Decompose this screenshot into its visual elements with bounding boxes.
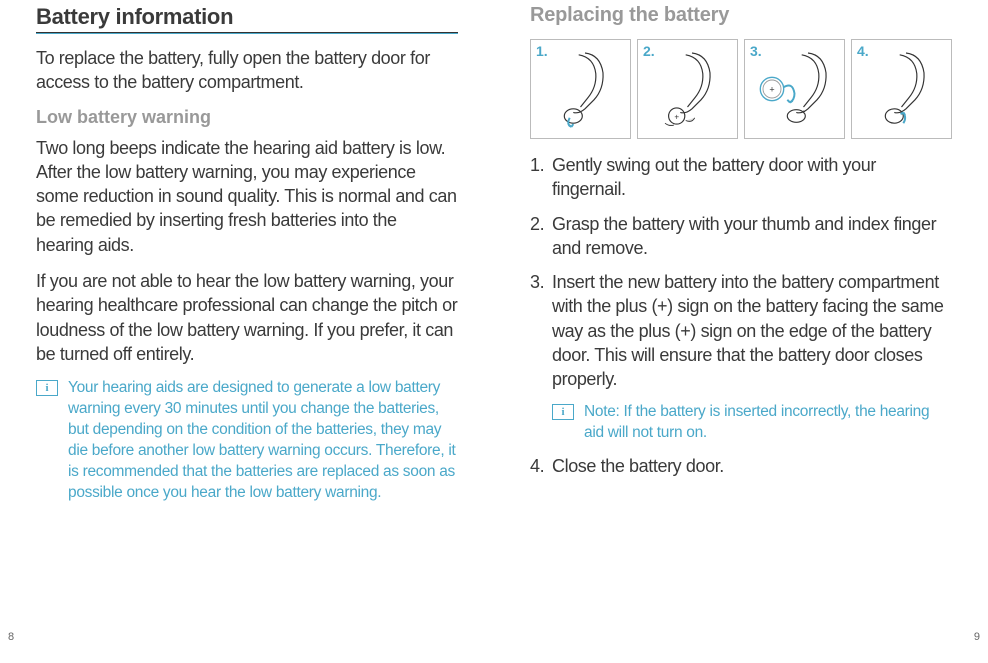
note-text: Note: If the battery is inserted incorre…: [584, 402, 952, 444]
info-text: Your hearing aids are designed to genera…: [68, 378, 458, 504]
page-number-left: 8: [8, 631, 14, 643]
subheading: Low battery warning: [36, 107, 458, 128]
diagram-num-4: 4.: [857, 43, 869, 59]
svg-text:+: +: [802, 109, 806, 116]
page-number-right: 9: [974, 631, 980, 643]
diagram-4: 4.: [851, 39, 952, 139]
paragraph-1: Two long beeps indicate the hearing aid …: [36, 136, 458, 257]
info-icon: i: [552, 404, 574, 420]
svg-text:+: +: [674, 113, 679, 122]
info-callout: i Your hearing aids are designed to gene…: [36, 378, 458, 504]
diagram-num-1: 1.: [536, 43, 548, 59]
steps-list-cont: Close the battery door.: [530, 454, 952, 478]
diagram-1: 1.: [530, 39, 631, 139]
note-callout: i Note: If the battery is inserted incor…: [552, 402, 952, 444]
diagram-row: 1. 2. + 3.: [530, 39, 952, 139]
paragraph-2: If you are not able to hear the low batt…: [36, 269, 458, 366]
steps-list: Gently swing out the battery door with y…: [530, 153, 952, 392]
hearing-aid-icon-4: [856, 44, 947, 134]
intro-paragraph: To replace the battery, fully open the b…: [36, 46, 458, 95]
page-title: Battery information: [36, 4, 458, 30]
step-1: Gently swing out the battery door with y…: [530, 153, 952, 202]
title-underline: [36, 32, 458, 34]
left-page: Battery information To replace the batte…: [0, 0, 494, 663]
info-icon: i: [36, 380, 58, 396]
svg-text:+: +: [769, 85, 774, 95]
step-2: Grasp the battery with your thumb and in…: [530, 212, 952, 261]
step-3: Insert the new battery into the battery …: [530, 270, 952, 391]
hearing-aid-icon-3: + +: [749, 44, 840, 134]
hearing-aid-icon-2: +: [642, 44, 733, 134]
right-page: Replacing the battery 1. 2. +: [494, 0, 988, 663]
diagram-num-2: 2.: [643, 43, 655, 59]
page-title-right: Replacing the battery: [530, 4, 952, 27]
diagram-2: 2. +: [637, 39, 738, 139]
hearing-aid-icon-1: [535, 44, 626, 134]
diagram-num-3: 3.: [750, 43, 762, 59]
step-4: Close the battery door.: [530, 454, 952, 478]
diagram-3: 3. + +: [744, 39, 845, 139]
